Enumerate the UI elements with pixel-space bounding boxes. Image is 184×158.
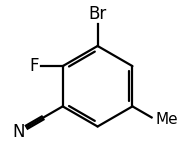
Text: Me: Me <box>155 112 178 127</box>
Text: Br: Br <box>89 5 107 23</box>
Text: F: F <box>30 57 39 75</box>
Text: N: N <box>12 123 24 141</box>
